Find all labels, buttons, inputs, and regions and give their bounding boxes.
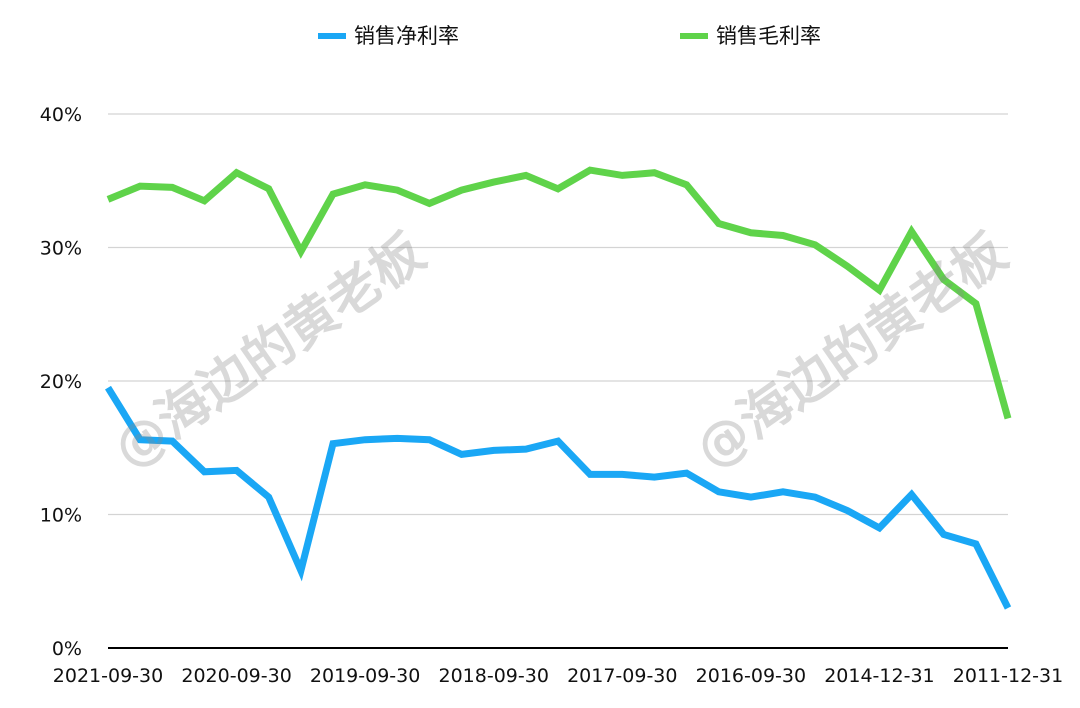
- y-tick-label: 10%: [40, 505, 82, 527]
- legend[interactable]: 销售净利率 销售毛利率: [318, 24, 821, 48]
- x-tick-label: 2021-09-30: [53, 665, 163, 687]
- y-tick-label: 30%: [40, 238, 82, 260]
- legend-label: 销售毛利率: [716, 24, 821, 48]
- x-tick-label: 2014-12-31: [824, 665, 934, 687]
- legend-item-0[interactable]: 销售净利率: [318, 24, 459, 48]
- x-axis: 2021-09-30 2020-09-30 2019-09-30 2018-09-30…: [53, 665, 1063, 687]
- x-tick-label: 2016-09-30: [696, 665, 806, 687]
- x-tick-label: 2017-09-30: [567, 665, 677, 687]
- x-tick-label: 2011-12-31: [953, 665, 1063, 687]
- legend-label: 销售净利率: [354, 24, 459, 48]
- x-tick-label: 2020-09-30: [181, 665, 291, 687]
- legend-item-1[interactable]: 销售毛利率: [680, 24, 821, 48]
- series-line-0: [105, 385, 1012, 610]
- x-tick-label: 2018-09-30: [439, 665, 549, 687]
- y-tick-label: 20%: [40, 371, 82, 393]
- y-axis: 0% 10% 20% 30% 40%: [40, 104, 82, 660]
- x-tick-label: 2019-09-30: [310, 665, 420, 687]
- watermark-right: @海边的黄老板: [685, 223, 1018, 481]
- y-tick-label: 40%: [40, 104, 82, 126]
- series-line-1: [106, 166, 1012, 420]
- grid-lines: [108, 113, 1008, 649]
- y-tick-label: 0%: [52, 638, 82, 660]
- series-lines: [105, 166, 1012, 610]
